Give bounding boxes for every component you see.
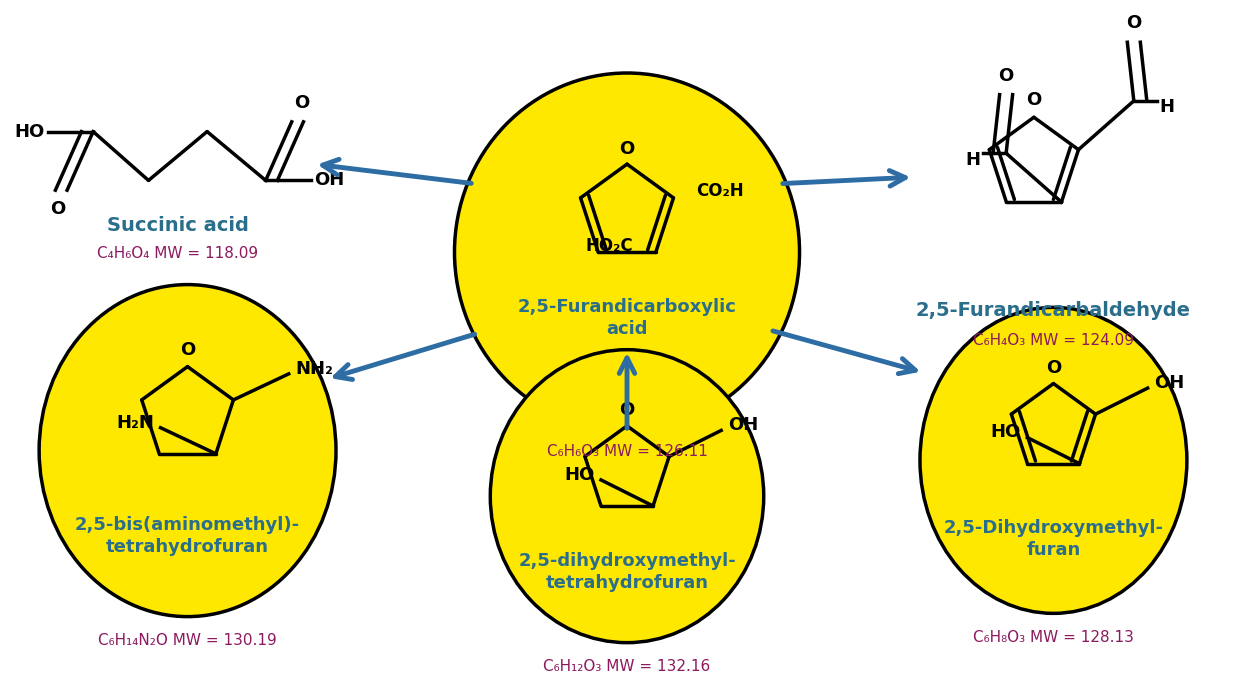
- Text: HO: HO: [14, 123, 45, 141]
- Text: CO₂H: CO₂H: [696, 183, 743, 200]
- Text: NH₂: NH₂: [295, 360, 333, 377]
- Text: H: H: [1160, 98, 1175, 117]
- Text: H: H: [965, 151, 980, 168]
- Text: 2,5-Dihydroxymethyl-
furan: 2,5-Dihydroxymethyl- furan: [943, 519, 1163, 559]
- Text: OH: OH: [727, 417, 758, 434]
- Text: 2,5-dihydroxymethyl-
tetrahydrofuran: 2,5-dihydroxymethyl- tetrahydrofuran: [518, 551, 736, 592]
- Ellipse shape: [455, 73, 799, 431]
- Text: O: O: [1026, 92, 1042, 109]
- Text: HO: HO: [564, 466, 595, 484]
- Text: O: O: [620, 140, 634, 158]
- Text: O: O: [999, 67, 1014, 85]
- Text: C₆H₆O₃ MW = 126.11: C₆H₆O₃ MW = 126.11: [546, 444, 707, 459]
- Text: H₂N: H₂N: [116, 414, 154, 431]
- Text: O: O: [620, 401, 634, 419]
- Ellipse shape: [491, 350, 763, 642]
- Text: HO₂C: HO₂C: [585, 237, 633, 255]
- Text: C₄H₆O₄ MW = 118.09: C₄H₆O₄ MW = 118.09: [97, 245, 259, 261]
- Text: C₆H₈O₃ MW = 128.13: C₆H₈O₃ MW = 128.13: [973, 630, 1134, 644]
- Text: 2,5-Furandicarbaldehyde: 2,5-Furandicarbaldehyde: [916, 301, 1191, 320]
- Text: OH: OH: [1155, 374, 1184, 392]
- Text: C₆H₄O₃ MW = 124.09: C₆H₄O₃ MW = 124.09: [973, 334, 1134, 348]
- Text: O: O: [1046, 359, 1061, 377]
- Text: O: O: [1126, 14, 1141, 32]
- Text: O: O: [180, 341, 196, 359]
- Text: C₆H₁₄N₂O MW = 130.19: C₆H₁₄N₂O MW = 130.19: [98, 633, 278, 648]
- Text: O: O: [50, 200, 64, 218]
- Text: C₆H₁₂O₃ MW = 132.16: C₆H₁₂O₃ MW = 132.16: [544, 659, 711, 674]
- Text: OH: OH: [315, 171, 344, 189]
- Text: 2,5-bis(aminomethyl)-
tetrahydrofuran: 2,5-bis(aminomethyl)- tetrahydrofuran: [76, 516, 300, 556]
- Ellipse shape: [921, 307, 1187, 613]
- Text: 2,5-Furandicarboxylic
acid: 2,5-Furandicarboxylic acid: [518, 298, 736, 338]
- Text: O: O: [294, 94, 309, 112]
- Text: HO: HO: [991, 423, 1021, 441]
- Ellipse shape: [40, 284, 336, 617]
- Text: Succinic acid: Succinic acid: [107, 216, 249, 235]
